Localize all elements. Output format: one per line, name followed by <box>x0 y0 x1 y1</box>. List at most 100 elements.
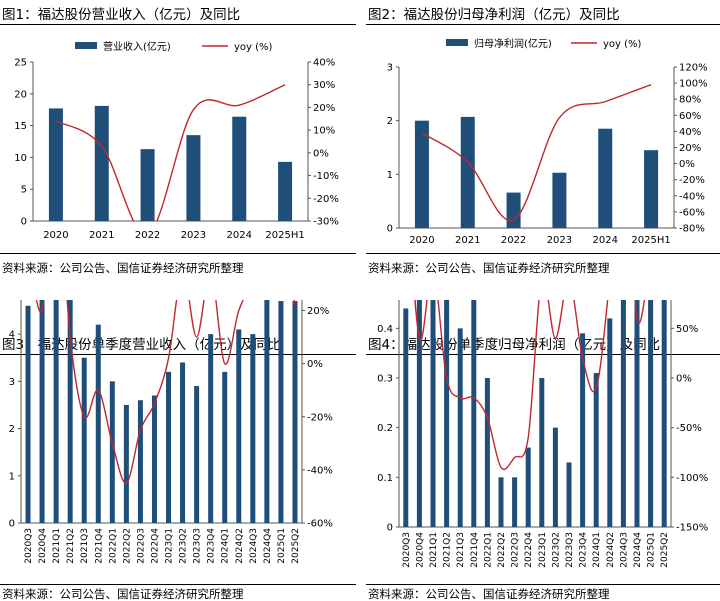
legend-bar-label: 归母净利润(亿元) <box>474 37 552 50</box>
bar <box>416 300 422 527</box>
x-tick-label: 2023Q4 <box>579 532 589 568</box>
x-tick-label: 2024Q2 <box>606 532 616 568</box>
right-tick-label: 100% <box>679 79 708 90</box>
right-tick-label: 30% <box>313 80 335 91</box>
x-tick-label: 2023Q1 <box>538 532 548 568</box>
bar <box>180 362 186 523</box>
x-tick-label: 2024 <box>227 230 252 241</box>
title-rule-2 <box>366 24 720 25</box>
left-tick-label: 2 <box>387 116 393 127</box>
bar <box>552 427 558 527</box>
x-tick-label: 2021Q4 <box>94 528 104 564</box>
chart-panel-2: 图2：福达股份归母净利润（亿元）及同比 0 1 2 3 -80% -60% -40% -20%… <box>366 0 720 300</box>
bar <box>137 400 143 523</box>
right-tick-label: 120% <box>679 63 708 74</box>
left-tick-label: 0 <box>387 224 393 235</box>
x-tick-label: 2022 <box>135 230 160 241</box>
x-tick-label: 2020Q3 <box>24 528 34 564</box>
right-tick-label: -150% <box>676 523 708 534</box>
bar <box>484 378 490 527</box>
right-tick-label: 0% <box>676 374 692 385</box>
x-tick-label: 2025Q1 <box>277 528 287 564</box>
bar <box>460 116 475 228</box>
bar <box>471 300 477 527</box>
x-tick-label: 2021Q4 <box>470 532 480 568</box>
right-tick-label: -100% <box>676 473 708 484</box>
chart-title-4: 图4：福达股份单季度归母净利润（亿元）及同比 <box>368 337 661 353</box>
x-tick-label: 2022Q1 <box>483 532 493 568</box>
bar <box>620 300 626 527</box>
x-tick-label: 2022Q3 <box>136 528 146 564</box>
bar <box>278 161 293 221</box>
bar <box>430 300 436 528</box>
x-tick-label: 2023Q2 <box>179 528 189 564</box>
bar <box>166 371 172 523</box>
x-tick-label: 2025Q1 <box>647 532 657 568</box>
x-tick-label: 2024Q1 <box>592 532 602 568</box>
source-rule-2 <box>366 253 720 254</box>
x-tick-label: 2021Q1 <box>429 532 439 568</box>
right-tick-label: -40% <box>307 465 333 476</box>
left-tick-label: 0.3 <box>377 374 393 385</box>
right-tick-label: 0% <box>307 359 323 370</box>
left-tick-label: 3 <box>9 377 15 388</box>
x-tick-label: 2023Q4 <box>207 528 217 564</box>
x-tick-label: 2021 <box>89 230 114 241</box>
bar <box>634 300 640 527</box>
x-tick-label: 2021Q1 <box>52 528 62 564</box>
x-tick-label: 2025Q2 <box>291 528 301 564</box>
x-tick-label: 2022Q1 <box>108 528 118 564</box>
x-tick-label: 2024Q3 <box>619 532 629 568</box>
left-tick-label: 15 <box>14 121 27 132</box>
left-tick-label: 25 <box>14 58 27 69</box>
chart-title-2: 图2：福达股份归母净利润（亿元）及同比 <box>368 7 620 23</box>
left-tick-label: 0 <box>387 523 393 534</box>
yoy-line <box>421 84 652 222</box>
bar <box>593 373 599 527</box>
bar <box>25 305 31 523</box>
left-tick-label: 1 <box>9 471 15 482</box>
bar <box>278 301 284 523</box>
right-tick-label: 0% <box>313 148 329 159</box>
bar <box>648 300 654 527</box>
right-tick-label: -30% <box>313 217 339 228</box>
x-tick-label: 2022Q4 <box>150 528 160 564</box>
x-tick-label: 2021Q3 <box>80 528 90 564</box>
left-tick-label: 10 <box>14 153 27 164</box>
yoy-line <box>35 300 296 484</box>
x-tick-label: 2024Q1 <box>221 528 231 564</box>
x-tick-label: 2022Q2 <box>497 532 507 568</box>
bar <box>53 300 59 523</box>
x-tick-label: 2022Q2 <box>122 528 132 564</box>
bar <box>292 301 298 523</box>
x-tick-label: 2023Q3 <box>565 532 575 568</box>
x-tick-label: 2022 <box>501 235 526 246</box>
x-tick-label: 2024Q4 <box>263 528 273 564</box>
bar <box>250 334 256 523</box>
x-tick-label: 2021 <box>455 235 480 246</box>
right-tick-label: 20% <box>307 306 329 317</box>
title-rule-3 <box>0 354 356 355</box>
x-tick-label: 2022Q3 <box>511 532 521 568</box>
right-tick-label: 60% <box>679 111 701 122</box>
bar <box>506 192 521 228</box>
bar <box>232 116 247 221</box>
left-tick-label: 20 <box>14 89 27 100</box>
source-note-3: 资料来源：公司公告、国信证券经济研究所整理 <box>2 587 244 600</box>
bar <box>208 334 214 523</box>
source-note-2: 资料来源：公司公告、国信证券经济研究所整理 <box>368 261 610 275</box>
bar <box>236 329 242 523</box>
chart-panel-4: 图4：福达股份单季度归母净利润（亿元）及同比 0 0.1 0.2 0.3 0.4 0.5 0… <box>366 300 720 600</box>
bar <box>580 333 586 527</box>
left-tick-label: 0 <box>21 217 27 228</box>
yoy-line <box>414 300 646 471</box>
bar <box>498 477 504 527</box>
x-tick-label: 2025H1 <box>631 235 670 246</box>
right-tick-label: 40% <box>313 58 335 69</box>
bar <box>123 404 129 523</box>
chart-svg-1: 0 5 10 15 20 25 -30% -20% -10% 0% 10% 20% 30% 40% 2020… <box>14 40 339 241</box>
x-tick-label: 2020Q4 <box>38 528 48 564</box>
chart-svg-3: 0123456789-60%-40%-20%0%20%40%60%80%100%… <box>9 300 333 564</box>
right-tick-label: -20% <box>679 175 705 186</box>
x-tick-label: 2023Q2 <box>551 532 561 568</box>
